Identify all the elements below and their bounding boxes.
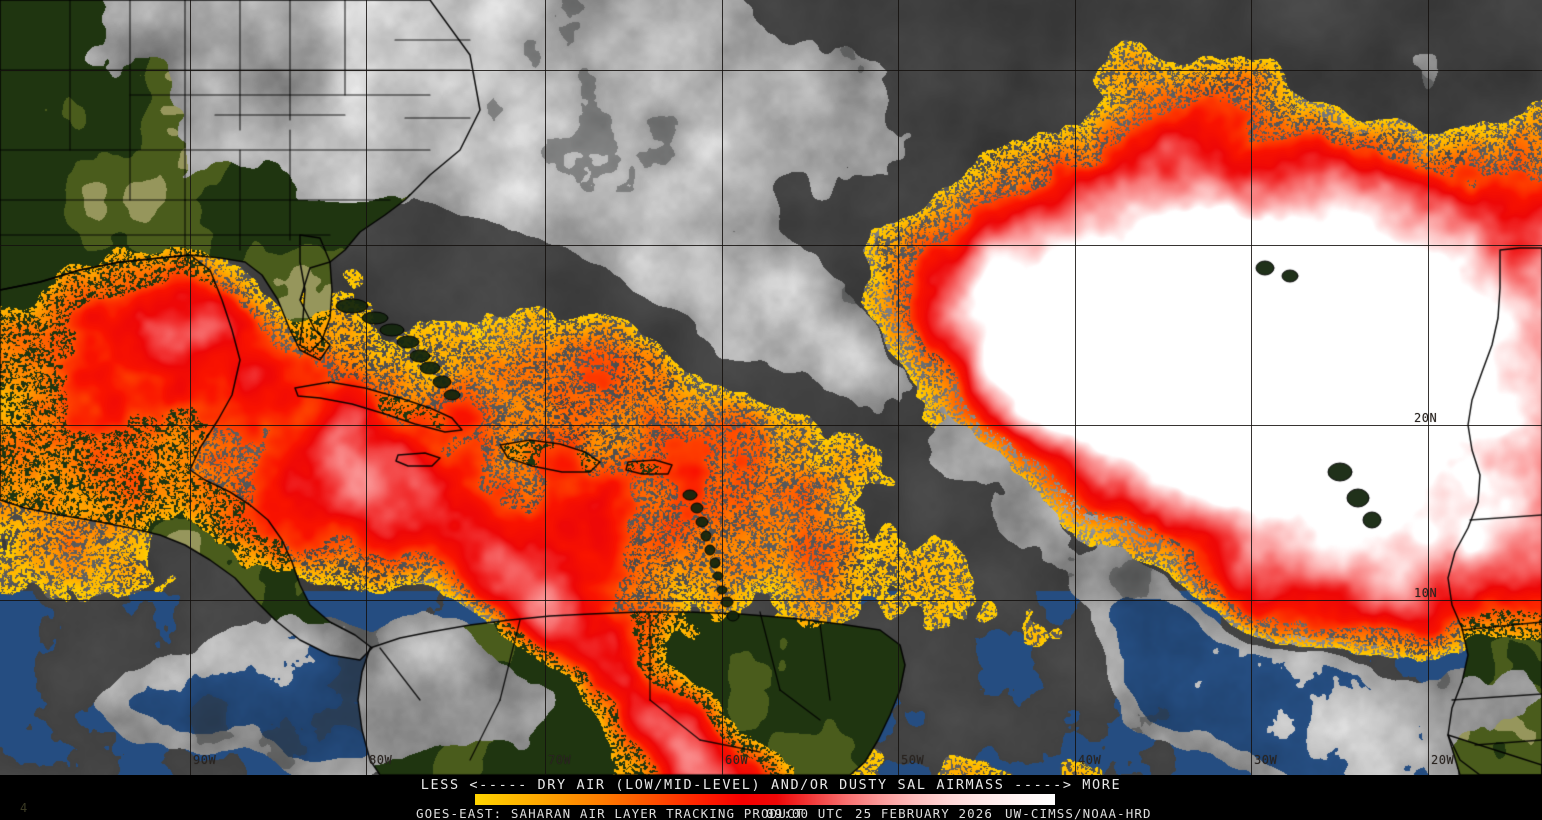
- footer-line: GOES-EAST: SAHARAN AIR LAYER TRACKING PR…: [0, 806, 1542, 820]
- annotation-bar: LESS <----- DRY AIR (LOW/MID-LEVEL) AND/…: [0, 775, 1542, 820]
- dust-intensity-colorbar: [475, 794, 1055, 805]
- satellite-image: 90W 80W 70W 60W 50W 40W 30W 20W 20N 10N: [0, 0, 1542, 775]
- footer-date: 25 FEBRUARY 2026: [855, 806, 994, 820]
- corner-frame-mark: 4: [20, 801, 28, 815]
- colorbar-caption: LESS <----- DRY AIR (LOW/MID-LEVEL) AND/…: [420, 777, 1122, 793]
- footer-timestamp: 09:00 UTC: [766, 806, 844, 820]
- satellite-raster-canvas: [0, 0, 1542, 775]
- footer-credit: UW-CIMSS/NOAA-HRD: [1005, 806, 1152, 820]
- footer-product-label: GOES-EAST: SAHARAN AIR LAYER TRACKING PR…: [416, 806, 805, 820]
